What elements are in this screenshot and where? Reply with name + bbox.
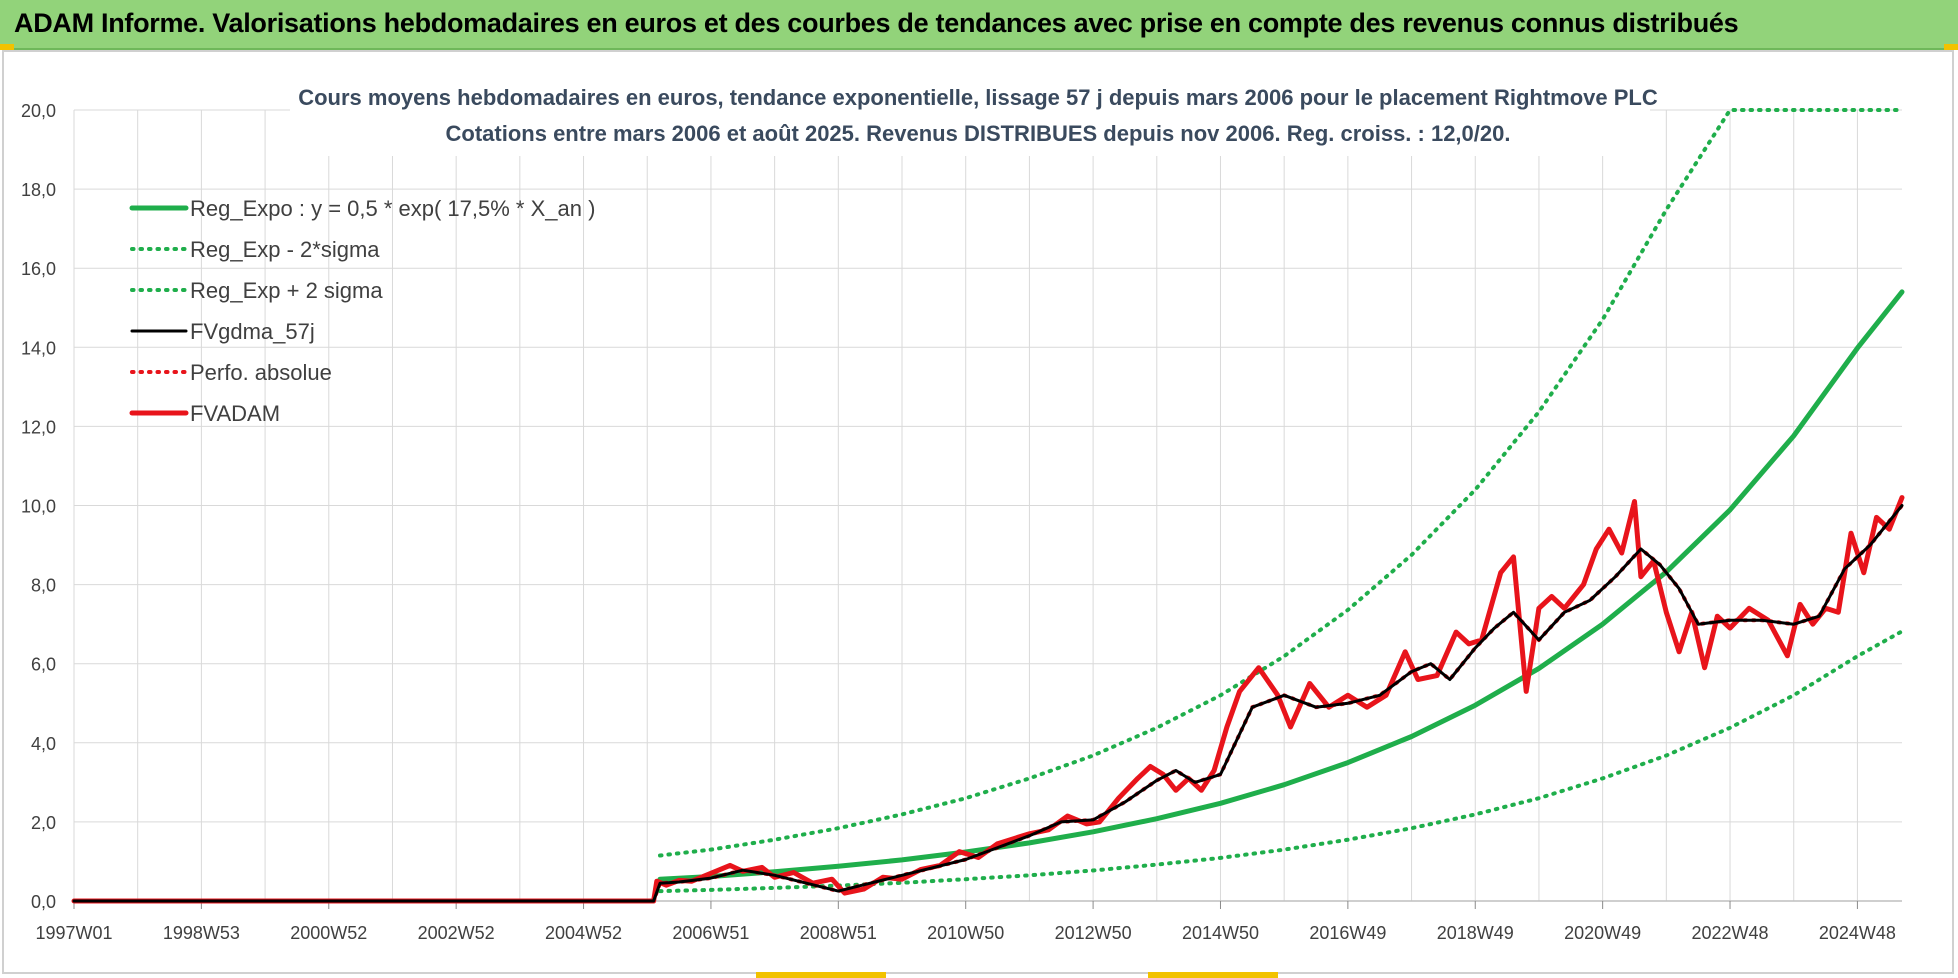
legend-label: Reg_Expo : y = 0,5 * exp( 17,5% * X_an ) [190,196,595,221]
series-line-2 [658,108,1904,858]
legend-label: Perfo. absolue [190,360,332,385]
x-tick-label: 2008W51 [800,923,877,943]
title-background [290,80,1650,156]
chart-title: Cours moyens hebdomadaires en euros, ten… [298,85,1658,110]
series-line-5 [71,495,1905,904]
chart-frame [2,50,1954,974]
x-tick-label: 2000W52 [290,923,367,943]
x-tick-label: 2006W51 [672,923,749,943]
y-tick-label: 14,0 [21,338,56,358]
x-tick-label: 2016W49 [1309,923,1386,943]
y-tick-label: 10,0 [21,497,56,517]
x-tick-label: 1998W53 [163,923,240,943]
gridlines [73,109,1902,902]
chart-titles: Cours moyens hebdomadaires en euros, ten… [290,80,1658,156]
x-tick-label: 2024W48 [1819,923,1896,943]
y-tick-label: 2,0 [31,813,56,833]
legend-label: Reg_Exp - 2*sigma [190,237,380,262]
y-tick-label: 18,0 [21,180,56,200]
chart-series [71,108,1905,904]
x-tick-label: 2010W50 [927,923,1004,943]
series-line-0 [657,289,1905,882]
y-axis-ticks: 0,0 2,0 4,0 6,0 8,0 10,0 12,0 14,0 16,0 18,0 20,0 [21,101,56,912]
y-tick-label: 8,0 [31,576,56,596]
y-tick-label: 6,0 [31,655,56,675]
y-tick-label: 4,0 [31,734,56,754]
legend-label: FVgdma_57j [190,319,315,344]
x-tick-label: 2014W50 [1182,923,1259,943]
chart-legend: Reg_Expo : y = 0,5 * exp( 17,5% * X_an )… [129,196,595,426]
y-tick-label: 20,0 [21,101,56,121]
y-tick-label: 0,0 [31,892,56,912]
x-axis-ticks: 1997W01 1998W53 2000W52 2002W52 2004W52 2006W… [35,901,1896,943]
x-tick-label: 2018W49 [1437,923,1514,943]
series-line-1 [658,629,1904,894]
corner-mark-right [1944,44,1958,50]
chart-subtitle: Cotations entre mars 2006 et août 2025. … [446,121,1511,146]
bottom-mark-1 [756,972,886,978]
header-banner: ADAM Informe. Valorisations hebdomadaire… [0,0,1958,50]
x-tick-label: 2012W50 [1055,923,1132,943]
legend-label: Reg_Exp + 2 sigma [190,278,383,303]
x-tick-label: 2020W49 [1564,923,1641,943]
corner-mark-left [0,44,14,50]
y-tick-label: 12,0 [21,417,56,437]
x-tick-label: 2004W52 [545,923,622,943]
series-line-3 [72,504,1904,903]
page-title: ADAM Informe. Valorisations hebdomadaire… [14,8,1739,38]
x-tick-label: 1997W01 [35,923,112,943]
bottom-mark-2 [1148,972,1278,978]
y-tick-label: 16,0 [21,259,56,279]
legend-label: FVADAM [190,401,280,426]
x-tick-label: 2022W48 [1691,923,1768,943]
x-tick-label: 2002W52 [418,923,495,943]
